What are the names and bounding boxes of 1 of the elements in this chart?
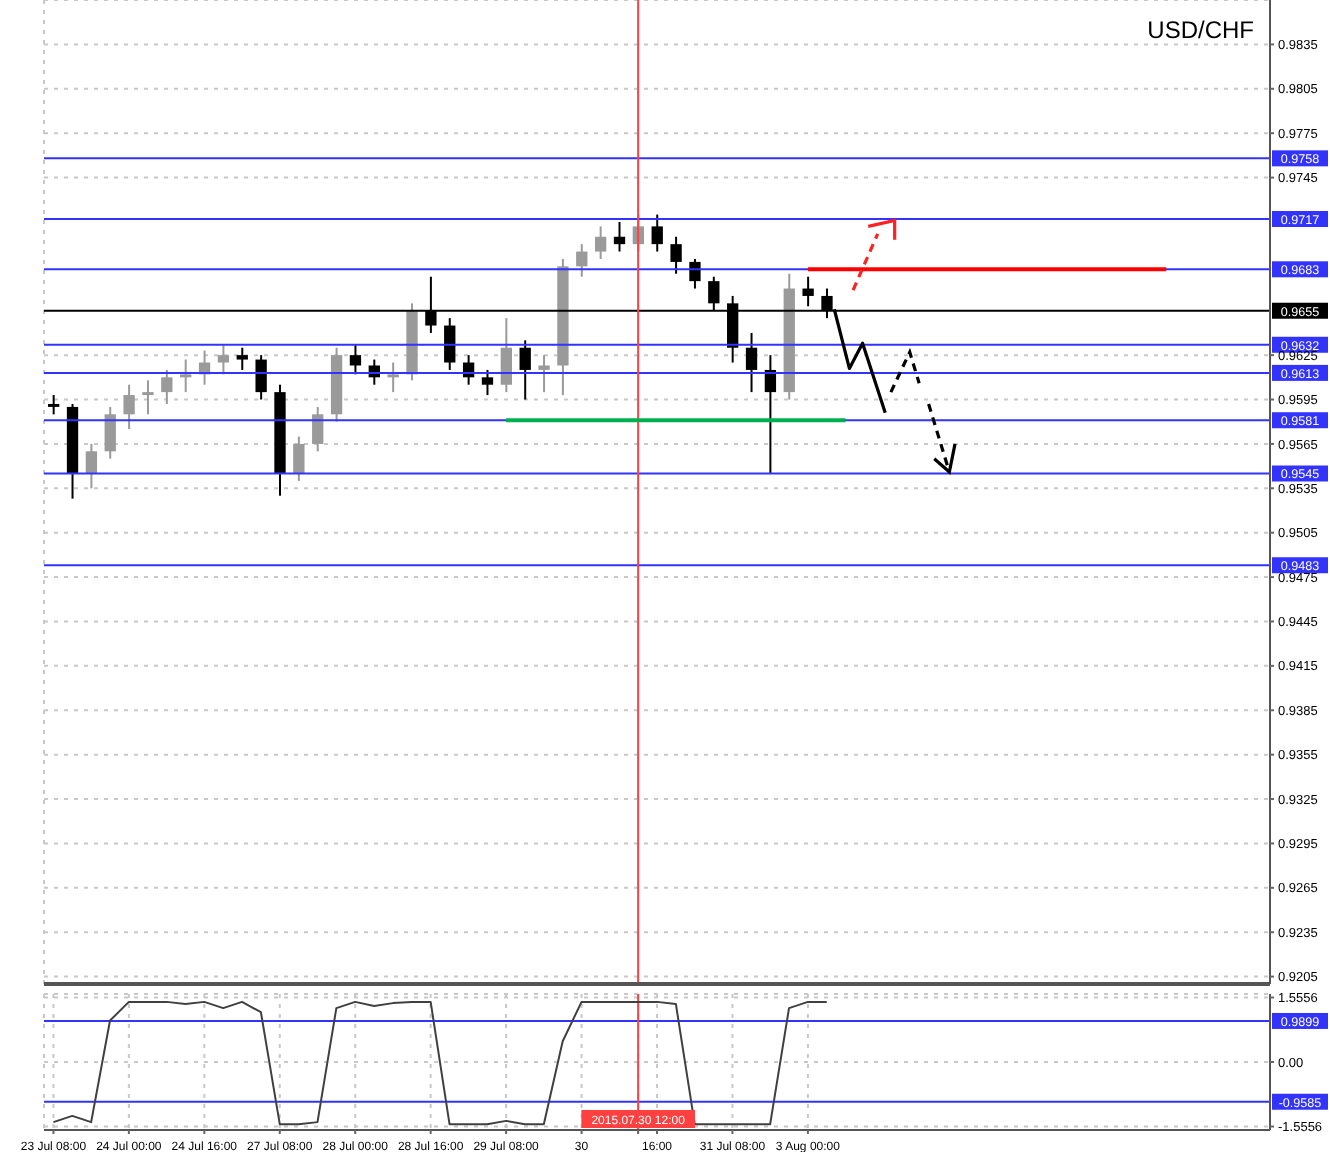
text: USD/CHF [1147,16,1254,44]
